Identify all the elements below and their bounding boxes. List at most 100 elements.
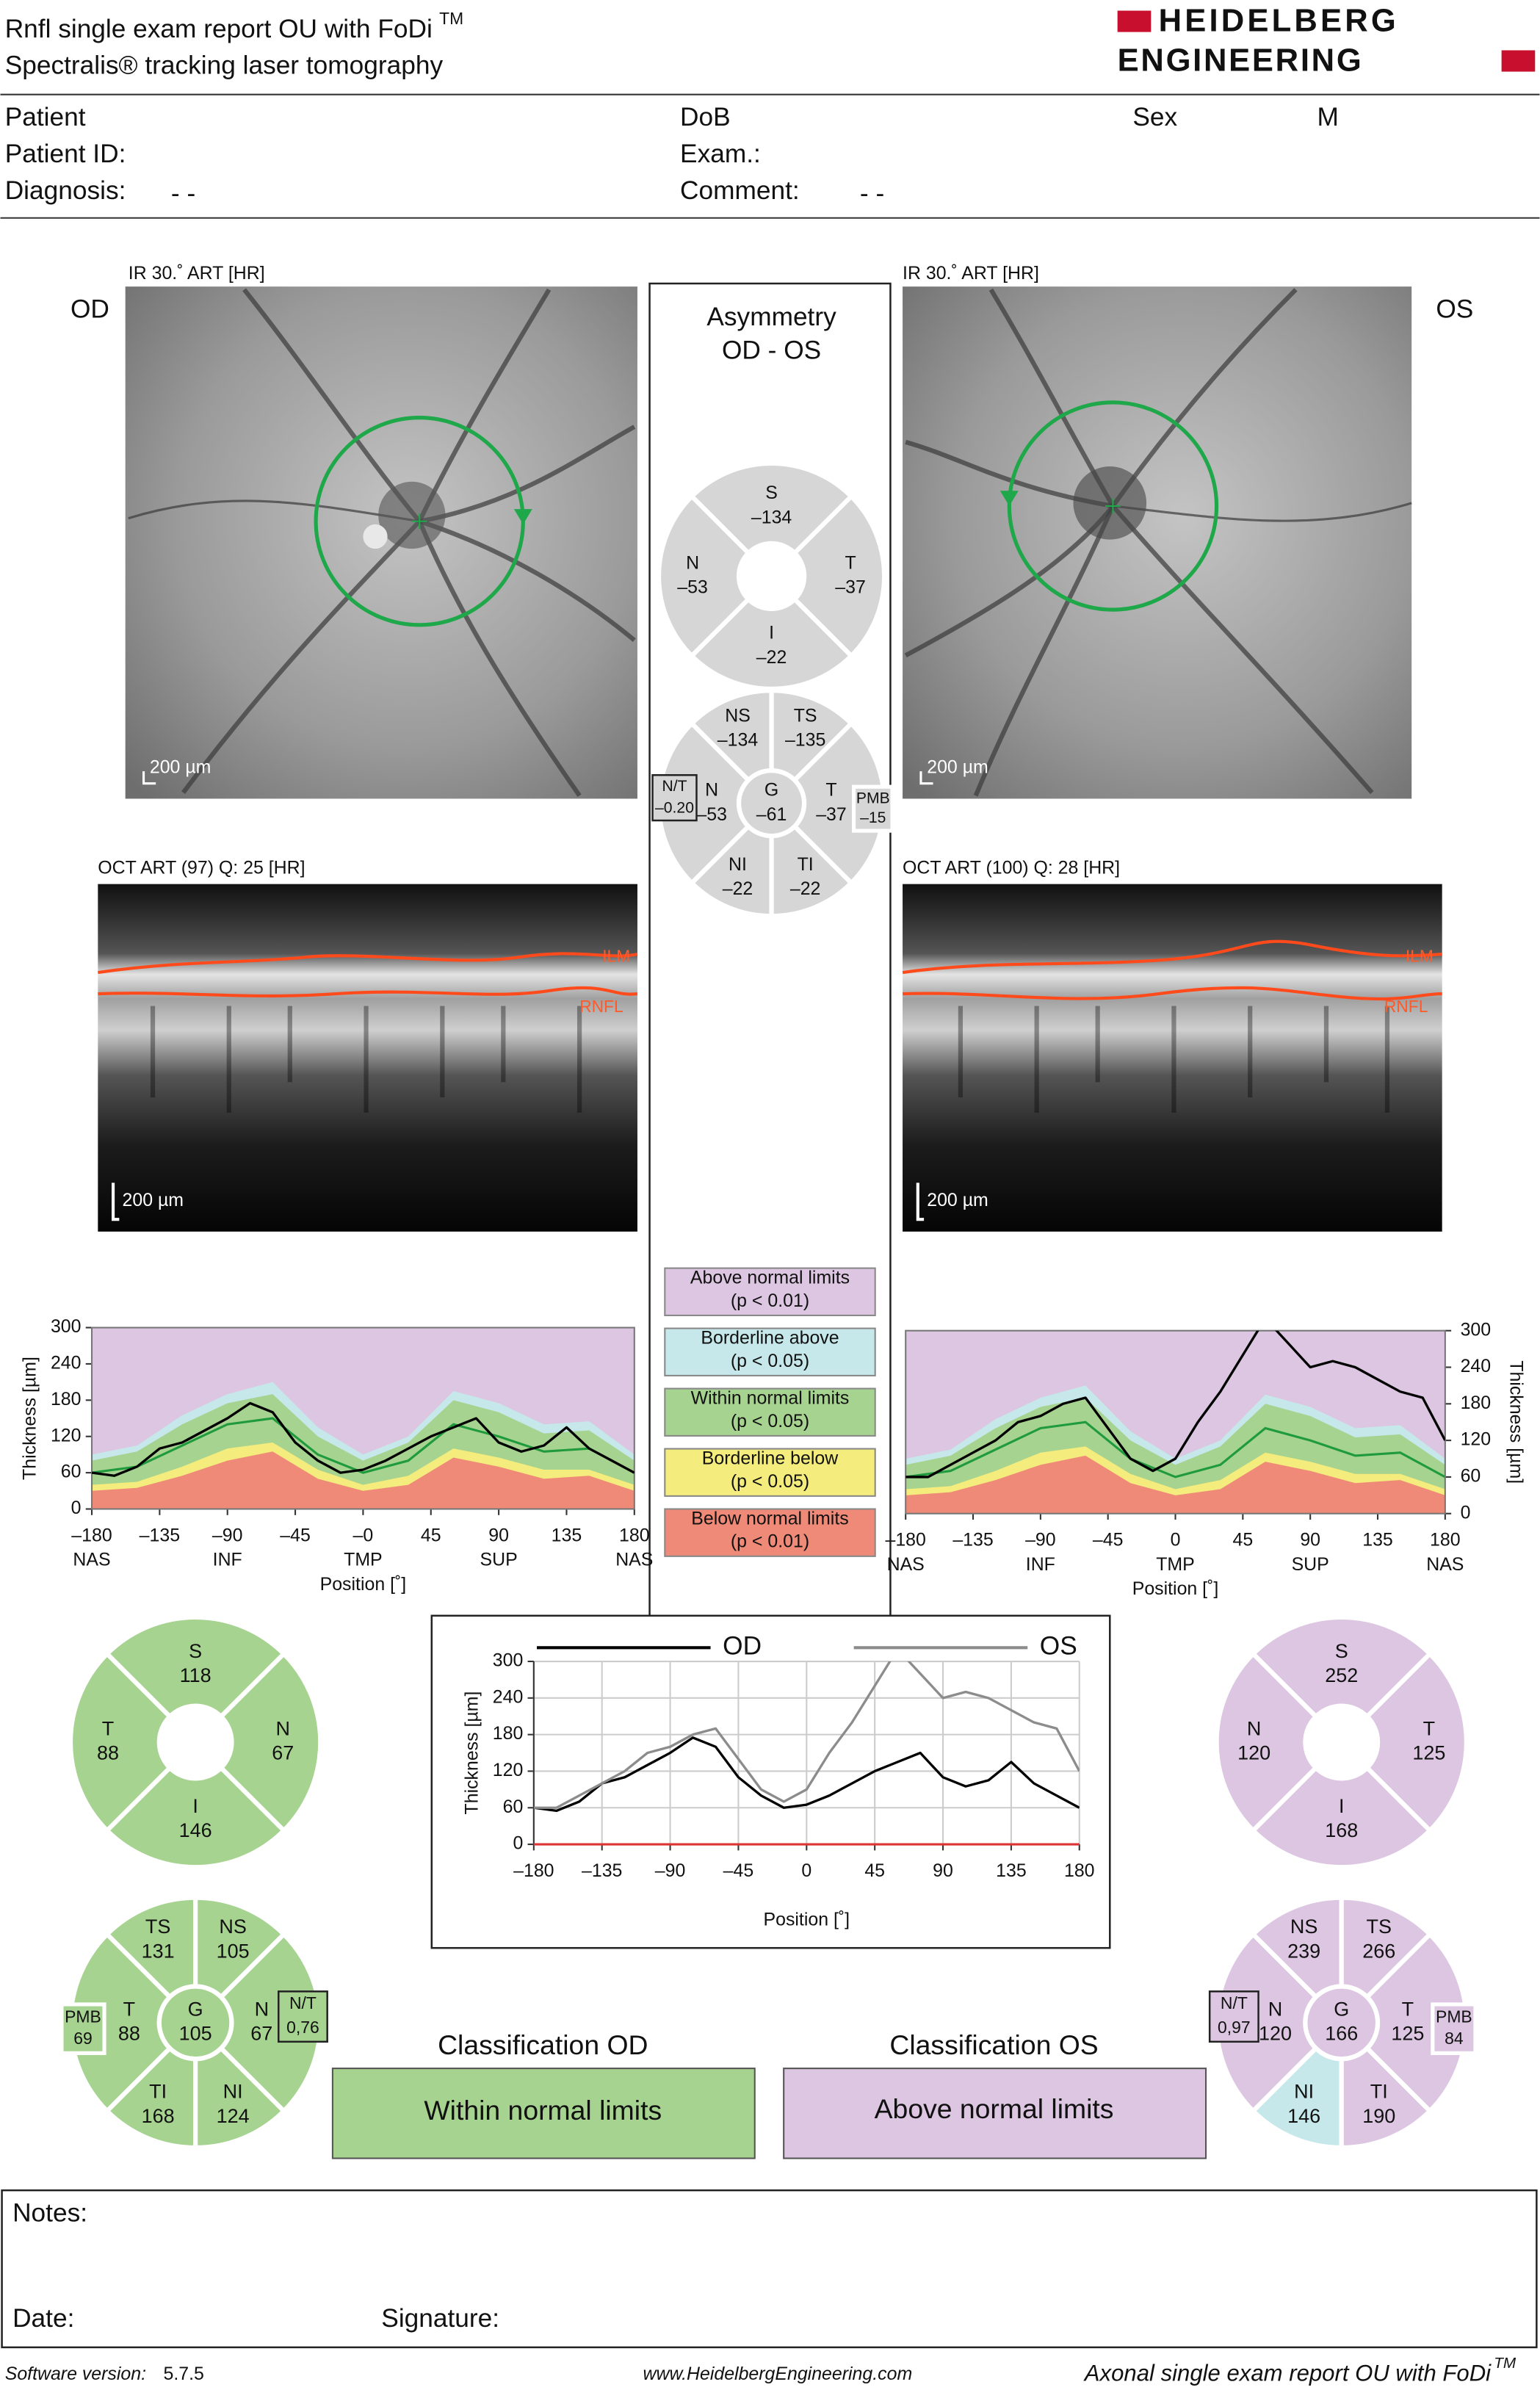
sector-value: –53 <box>677 577 708 598</box>
software-label: Software version: <box>5 2364 146 2384</box>
sector-label: N <box>255 1998 269 2020</box>
layer-label: ILM <box>602 946 630 965</box>
sector-label: NI <box>729 854 747 875</box>
sector-label: I <box>1339 1795 1345 1817</box>
nt-value: 0,76 <box>286 2018 319 2037</box>
sector-disc: NS –134 TS –135 N –53 G –61 T –37 NI –22 TI –22 PMB –15… <box>651 687 894 919</box>
chart: 0 60 120 180 240 300 –180 –135 –90 –45 –0 45 90 135 18… <box>20 1316 654 1595</box>
region-label: INF <box>213 1550 242 1570</box>
legend-box <box>664 1508 876 1557</box>
sector-value: –37 <box>816 804 847 825</box>
x-tick-label: 90 <box>1300 1530 1320 1550</box>
legend-box <box>664 1387 876 1437</box>
sector-label: TI <box>798 854 814 875</box>
sector-label: S <box>1335 1640 1348 1662</box>
y-tick-label: 240 <box>493 1686 524 1707</box>
sector-label: N <box>1247 1718 1261 1740</box>
sector-value: –134 <box>751 507 792 527</box>
profile-line <box>92 1401 635 1477</box>
eye-label: OD <box>71 295 109 324</box>
sector-label: TS <box>145 1916 170 1938</box>
x-tick-label: –45 <box>1093 1530 1124 1550</box>
y-tick-label: 60 <box>61 1462 82 1482</box>
sector-disc: TS131NS105T88G105N67TI168NI124PMB69N/T0,… <box>59 1895 328 2151</box>
sector-label: T <box>123 1998 135 2020</box>
scale-label: 200 µm <box>150 757 212 778</box>
scale-label: 200 µm <box>927 1190 988 1210</box>
legend-text: Within normal limits <box>691 1388 850 1409</box>
y-tick-label: 0 <box>513 1833 523 1854</box>
label: Diagnosis: <box>5 176 126 205</box>
x-tick-label: 45 <box>421 1525 441 1545</box>
asym-title: Asymmetry <box>706 303 836 331</box>
y-tick-label: 300 <box>493 1650 524 1671</box>
label: Sex <box>1132 103 1177 131</box>
sector-disc: S –134 N –53 T –37 I –22 <box>656 461 887 692</box>
y-axis-label: Thickness [µm] <box>461 1692 482 1815</box>
nt-value: –0.20 <box>655 800 694 817</box>
chart: 0 60 120 180 240 300 –180 –135 –90 –45 0 45 90 135 180… <box>461 1632 1094 1930</box>
sector <box>769 823 855 919</box>
sector-label: N <box>276 1718 290 1740</box>
disc-center <box>159 1705 232 1779</box>
sector-value: 146 <box>179 1819 212 1841</box>
pmb-sector <box>1431 2002 1478 2055</box>
region-label: INF <box>1026 1554 1055 1575</box>
sector-label: G <box>764 780 778 801</box>
legend-text: Borderline below <box>702 1448 839 1469</box>
image-label: IR 30.˚ ART [HR] <box>903 263 1039 284</box>
sector-label: NS <box>1290 1916 1317 1938</box>
legend-text: (p < 0.01) <box>731 1531 809 1552</box>
nt-label: N/T <box>1221 1993 1248 2012</box>
sector <box>1364 1931 1469 2115</box>
legend-box <box>664 1327 876 1376</box>
sector-label: I <box>192 1795 198 1817</box>
x-tick-label: 135 <box>552 1525 582 1545</box>
logo-mark <box>1117 10 1152 32</box>
disc-center <box>739 543 805 609</box>
disc-center <box>1305 1705 1378 1779</box>
classification-box <box>783 2068 1207 2159</box>
y-tick-label: 300 <box>1461 1319 1492 1340</box>
y-tick-label: 120 <box>51 1425 82 1445</box>
profile-line <box>533 1736 1080 1813</box>
title-sup: TM <box>439 9 463 28</box>
x-tick-label: –45 <box>723 1860 754 1881</box>
sector-label: T <box>102 1718 114 1740</box>
sector-value: 239 <box>1287 1940 1320 1962</box>
x-tick-label: 0 <box>801 1860 811 1881</box>
x-tick-label: –135 <box>140 1525 180 1545</box>
sector-label: T <box>825 780 836 801</box>
y-tick-label: 60 <box>503 1797 524 1817</box>
normative-band <box>92 1451 635 1509</box>
x-tick-label: 45 <box>864 1860 885 1881</box>
sector-value: 120 <box>1259 2023 1292 2045</box>
normative-band <box>905 1455 1445 1514</box>
pmb-sector <box>851 784 894 833</box>
sector-label: TS <box>1367 1916 1392 1938</box>
fundus-image <box>903 286 1412 799</box>
sector <box>791 720 887 887</box>
sector-value: 67 <box>272 1742 294 1764</box>
sector <box>193 2045 287 2151</box>
y-tick-label: 60 <box>1461 1466 1481 1487</box>
sector-value: 168 <box>142 2105 175 2127</box>
value: - - <box>171 179 195 208</box>
x-tick-label: –180 <box>71 1525 112 1545</box>
nt-label: N/T <box>662 778 687 795</box>
asym-title: OD - OS <box>722 336 821 365</box>
sector-value: 118 <box>180 1664 212 1686</box>
sector-label: I <box>769 623 774 643</box>
sector-value: 166 <box>1325 2023 1358 2045</box>
x-tick-label: 0 <box>1171 1530 1181 1550</box>
sector-label: NI <box>223 2081 243 2103</box>
notes-box <box>1 2189 1538 2349</box>
legend-text: (p < 0.01) <box>731 1290 809 1311</box>
legend-text: Above normal limits <box>690 1268 850 1288</box>
sector-value: 88 <box>118 2023 140 2045</box>
x-tick-label: 180 <box>1430 1530 1461 1550</box>
center-frame <box>648 282 892 1616</box>
profile-line <box>905 1330 1445 1479</box>
